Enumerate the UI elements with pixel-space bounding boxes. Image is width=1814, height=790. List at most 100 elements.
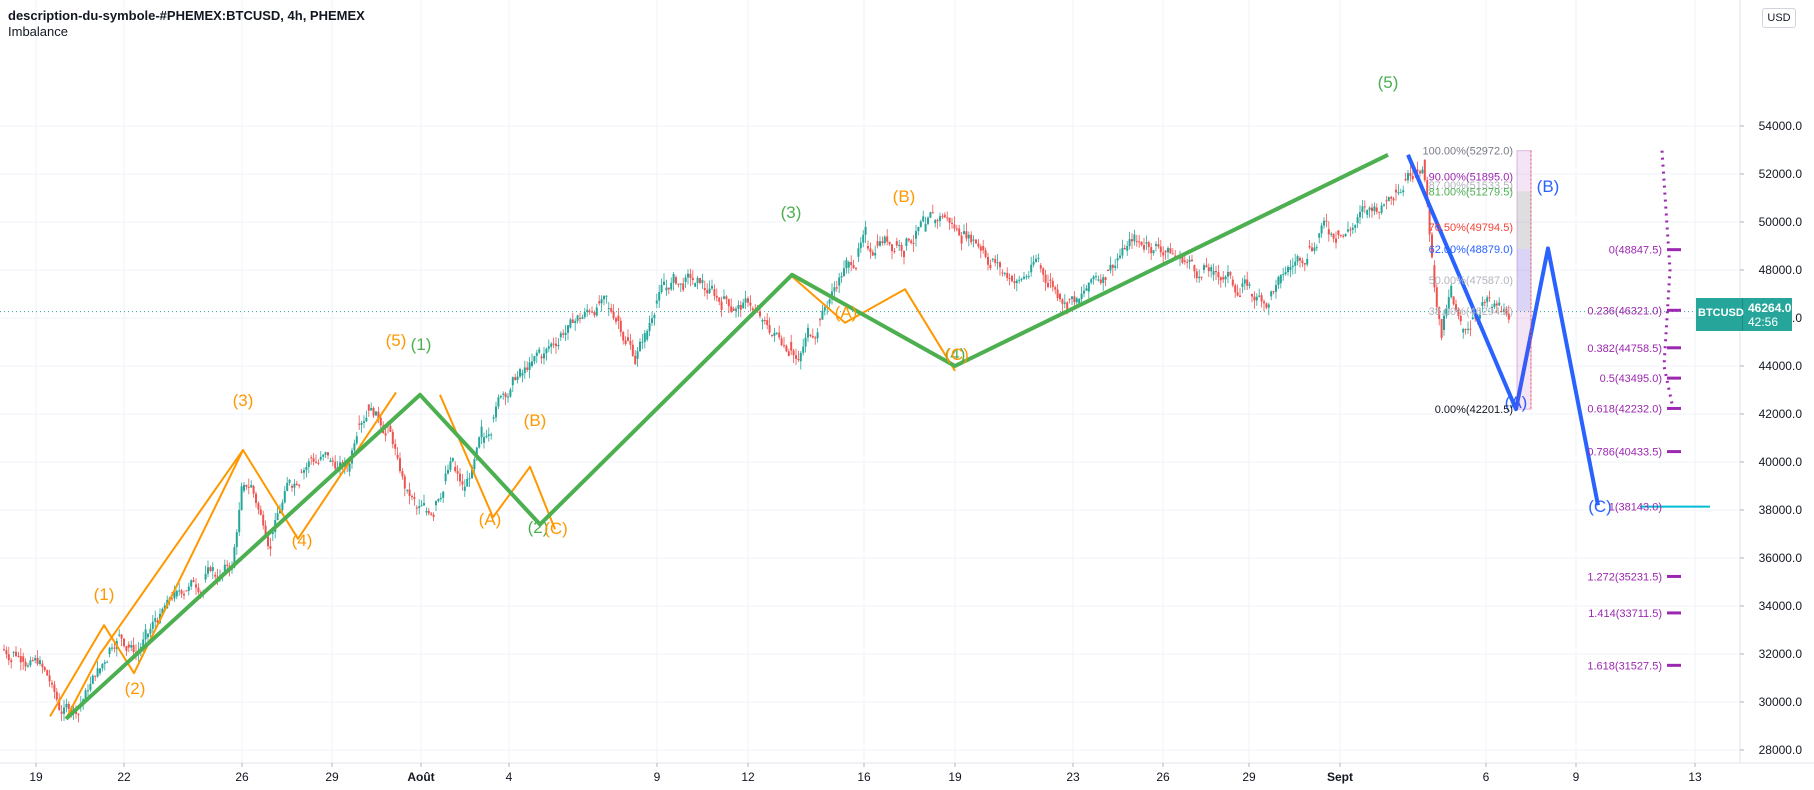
candle-body (972, 239, 975, 241)
candle-body (1164, 250, 1167, 253)
candle-body (1203, 265, 1205, 270)
candle-body (1325, 220, 1328, 222)
candle-body (1080, 293, 1083, 299)
candle-body (768, 325, 771, 333)
fib-extension-label: 1.272(35231.5) (1587, 571, 1662, 583)
y-tick-label: 28000.0 (1759, 743, 1803, 757)
candle-body (552, 343, 555, 345)
candle-body (1452, 296, 1455, 305)
candle-body (1116, 258, 1119, 261)
x-tick-label: 23 (1066, 770, 1080, 784)
candle-body (310, 457, 313, 459)
candle-body (276, 513, 279, 521)
x-tick-label: 9 (1573, 770, 1580, 784)
candle-body (1320, 225, 1323, 234)
fib-retracement-label: 70.50%(49794.5) (1429, 222, 1513, 234)
candle-body (869, 248, 872, 253)
candle-body (845, 260, 848, 269)
symbol-title[interactable]: description-du-symbole-#PHEMEX:BTCUSD, 4… (8, 8, 365, 23)
candle-body (1056, 289, 1059, 299)
candle-body (1447, 297, 1450, 310)
candle-body (1183, 260, 1186, 262)
candle-body (1246, 279, 1249, 286)
candle-body (178, 590, 181, 592)
candle-body (970, 234, 973, 243)
x-tick-label: 26 (1156, 770, 1170, 784)
orange-wave-label: (B) (893, 187, 916, 206)
fib-extension-label: 0.5(43495.0) (1600, 373, 1662, 385)
candle-body (449, 461, 452, 470)
candle-body (22, 656, 25, 662)
candle-body (855, 267, 857, 269)
candle-body (355, 436, 358, 444)
candle-body (408, 489, 411, 497)
candle-body (1152, 250, 1155, 254)
candle-body (1359, 211, 1361, 218)
candle-body (111, 647, 113, 649)
candle-body (444, 473, 447, 482)
candle-body (106, 661, 109, 663)
candle-body (485, 435, 488, 438)
candle-body (389, 426, 392, 432)
candle-body (84, 690, 87, 700)
candle-body (120, 634, 123, 639)
candle-body (149, 628, 152, 634)
candle-body (651, 318, 653, 323)
candle-body (905, 238, 908, 246)
candle-body (1507, 313, 1510, 320)
candle-body (859, 242, 862, 249)
candle-body (190, 580, 193, 587)
fib-retracement-label: 81.00%(51279.5) (1429, 186, 1513, 198)
price-axis[interactable]: 28000.0 30000.0 32000.0 34000.0 36000.0 38000… (1739, 0, 1803, 763)
candle-body (1243, 279, 1246, 284)
candle-body (1030, 264, 1033, 273)
candle-body (163, 605, 166, 609)
candle-body (456, 471, 459, 474)
candle-body (370, 407, 373, 411)
candle-body (864, 226, 867, 235)
candle-body (281, 502, 284, 510)
candle-body (468, 478, 471, 480)
candle-body (799, 352, 802, 362)
candle-body (1231, 279, 1234, 286)
candle-body (118, 634, 121, 636)
candle-body (775, 332, 778, 334)
candle-body (391, 431, 394, 445)
candle-body (1488, 297, 1491, 299)
candle-body (365, 417, 368, 422)
y-tick-label: 42000.0 (1759, 407, 1803, 421)
candle-body (723, 296, 725, 299)
candle-body (1027, 275, 1030, 277)
candle-body (1303, 263, 1306, 265)
green-wave-label: (5) (1378, 73, 1399, 92)
candle-body (1092, 276, 1095, 280)
x-tick-label: 19 (29, 770, 43, 784)
candle-body (473, 459, 476, 470)
candle-body (833, 287, 836, 292)
time-axis[interactable]: 19 22 26 29 Août 4 9 12 16 19 23 26 29 Sept 6 9 13 (0, 762, 1814, 784)
candle-body (1438, 306, 1441, 320)
candle-body (1486, 297, 1489, 303)
candle-body (511, 377, 514, 386)
candle-body (1275, 285, 1277, 292)
candle-body (1035, 258, 1037, 262)
candle-body (418, 506, 421, 509)
candle-body (999, 262, 1001, 268)
candle-body (967, 234, 970, 239)
candle-body (701, 280, 704, 284)
x-tick-label: Sept (1327, 770, 1353, 784)
candle-body (850, 261, 853, 266)
candle-body (751, 308, 754, 311)
candle-body (15, 651, 17, 656)
indicator-label[interactable]: Imbalance (8, 24, 68, 39)
candle-body (1049, 279, 1052, 281)
candle-body (574, 320, 577, 323)
orange-wave-label: (B) (524, 411, 547, 430)
currency-button[interactable]: USD (1762, 8, 1796, 28)
candle-body (91, 675, 94, 684)
candle-body (581, 317, 584, 319)
candle-body (643, 333, 646, 342)
candle-body (1061, 299, 1064, 304)
candle-body (886, 236, 889, 242)
